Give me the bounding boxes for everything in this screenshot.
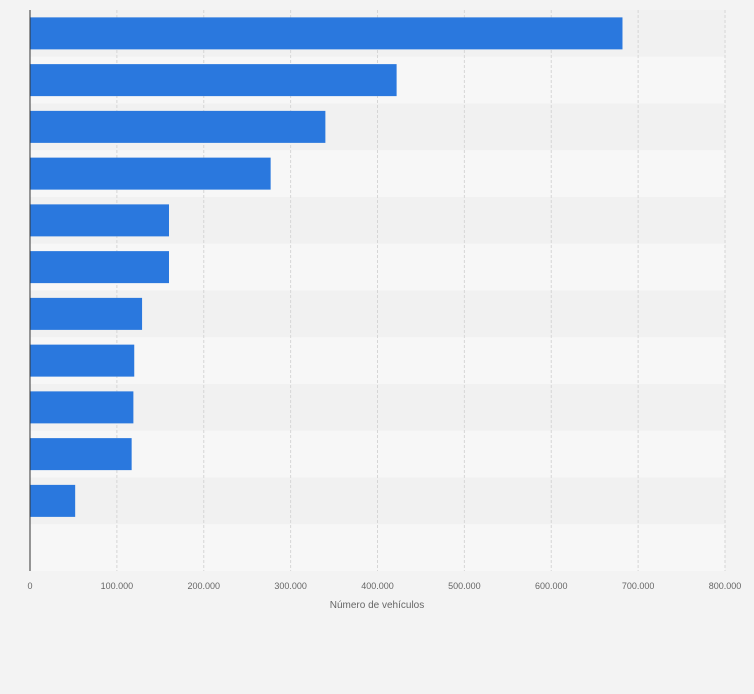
bar[interactable]: [30, 110, 326, 143]
x-tick-label: 0: [27, 581, 32, 591]
bar[interactable]: [30, 251, 169, 284]
bar[interactable]: [30, 64, 397, 97]
bar[interactable]: [30, 438, 132, 471]
bar[interactable]: [30, 204, 169, 237]
x-tick-label: 600.000: [535, 581, 568, 591]
bar[interactable]: [30, 391, 134, 424]
x-tick-label: 300.000: [274, 581, 307, 591]
row-band: [30, 430, 725, 478]
x-tick-label: 700.000: [622, 581, 655, 591]
x-tick-label: 400.000: [361, 581, 394, 591]
bar[interactable]: [30, 297, 143, 330]
x-axis-label: Número de vehículos: [330, 600, 425, 611]
x-tick-label: 500.000: [448, 581, 481, 591]
row-band: [30, 290, 725, 338]
x-tick-label: 200.000: [187, 581, 220, 591]
x-axis-ticks: 0 100.000 200.000 300.000 400.000 500.000 600.…: [27, 581, 741, 591]
x-tick-label: 100.000: [101, 581, 134, 591]
bars: [30, 17, 623, 517]
bar[interactable]: [30, 17, 623, 50]
bar[interactable]: [30, 344, 135, 377]
bar[interactable]: [30, 484, 76, 517]
bar[interactable]: [30, 157, 271, 190]
gridlines: [116, 10, 726, 571]
x-tick-label: 800.000: [709, 581, 742, 591]
